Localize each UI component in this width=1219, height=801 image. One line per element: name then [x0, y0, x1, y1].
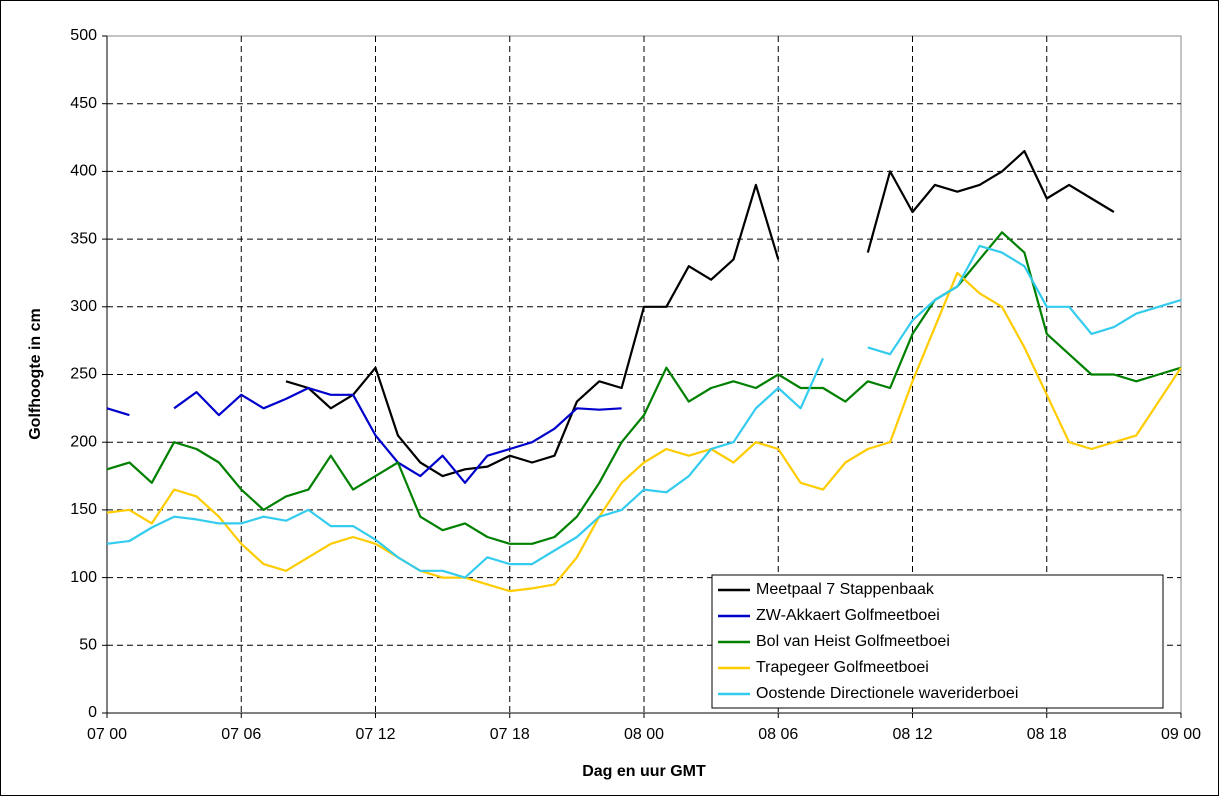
y-tick-label: 450	[70, 95, 97, 112]
legend-label: Oostende Directionele waveriderboei	[756, 685, 1018, 702]
y-tick-label: 400	[70, 163, 97, 180]
y-tick-label: 300	[70, 298, 97, 315]
y-tick-label: 150	[70, 501, 97, 518]
y-tick-label: 50	[79, 637, 97, 654]
legend: Meetpaal 7 Stappenbaak ZW-Akkaert Golfmee…	[718, 581, 1018, 702]
x-tick-label: 08 18	[1027, 726, 1067, 743]
x-axis-title: Dag en uur GMT	[582, 763, 706, 780]
y-axis-title: Golfhoogte in cm	[27, 308, 44, 440]
y-tick-label: 350	[70, 230, 97, 247]
x-tick-label: 07 18	[490, 726, 530, 743]
x-tick-label: 07 06	[221, 726, 261, 743]
legend-label: ZW-Akkaert Golfmeetboei	[756, 607, 940, 624]
series-line	[285, 150, 1115, 478]
y-tick-label: 0	[88, 704, 97, 721]
legend-label: Bol van Heist Golfmeetboei	[756, 633, 950, 650]
y-tick-label: 500	[70, 27, 97, 44]
x-tick-label: 09 00	[1161, 726, 1201, 743]
series-line	[106, 271, 1182, 593]
legend-label: Trapegeer Golfmeetboei	[756, 659, 929, 676]
x-tick-label: 08 06	[758, 726, 798, 743]
series-line	[106, 244, 1182, 579]
series-line	[106, 231, 1182, 545]
y-tick-label: 100	[70, 569, 97, 586]
legend-label: Meetpaal 7 Stappenbaak	[756, 581, 935, 598]
y-tick-label: 200	[70, 433, 97, 450]
x-tick-label: 08 00	[624, 726, 664, 743]
x-tick-label: 07 00	[87, 726, 127, 743]
x-tick-label: 07 12	[355, 726, 395, 743]
legend-box	[711, 574, 1164, 709]
x-tick-label: 08 12	[892, 726, 932, 743]
y-tick-label: 250	[70, 366, 97, 383]
lines	[106, 150, 1182, 593]
